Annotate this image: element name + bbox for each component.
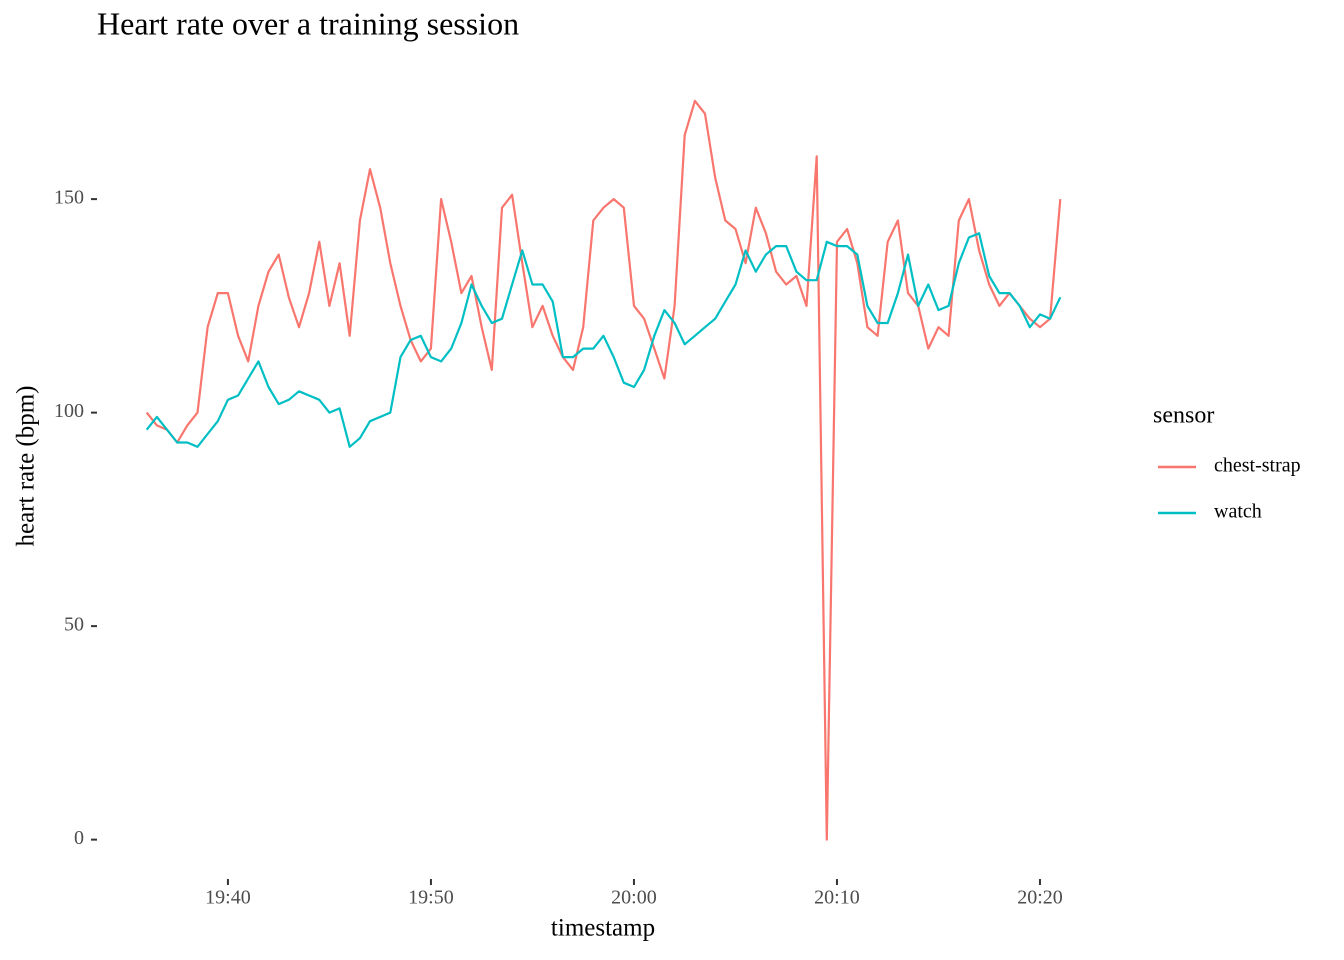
legend-title: sensor	[1153, 403, 1214, 429]
line-series	[145, 232, 1062, 448]
y-tick-label: 50	[64, 614, 84, 636]
y-tick-label: 100	[54, 400, 84, 422]
y-tick-label: 0	[74, 827, 84, 849]
y-axis-title: heart rate (bpm)	[13, 385, 40, 546]
x-tick-label: 20:00	[611, 887, 657, 909]
x-tick-label: 19:50	[408, 887, 454, 909]
x-axis-title: timestamp	[551, 915, 655, 942]
legend-label: chest-strap	[1214, 455, 1301, 477]
x-tick-label: 19:40	[205, 887, 251, 909]
legend-label: watch	[1214, 501, 1262, 523]
x-tick-label: 20:10	[814, 887, 860, 909]
chart-title: Heart rate over a training session	[97, 5, 519, 41]
x-tick-label: 20:20	[1017, 887, 1063, 909]
line-series	[145, 99, 1062, 841]
y-tick-label: 150	[54, 187, 84, 209]
